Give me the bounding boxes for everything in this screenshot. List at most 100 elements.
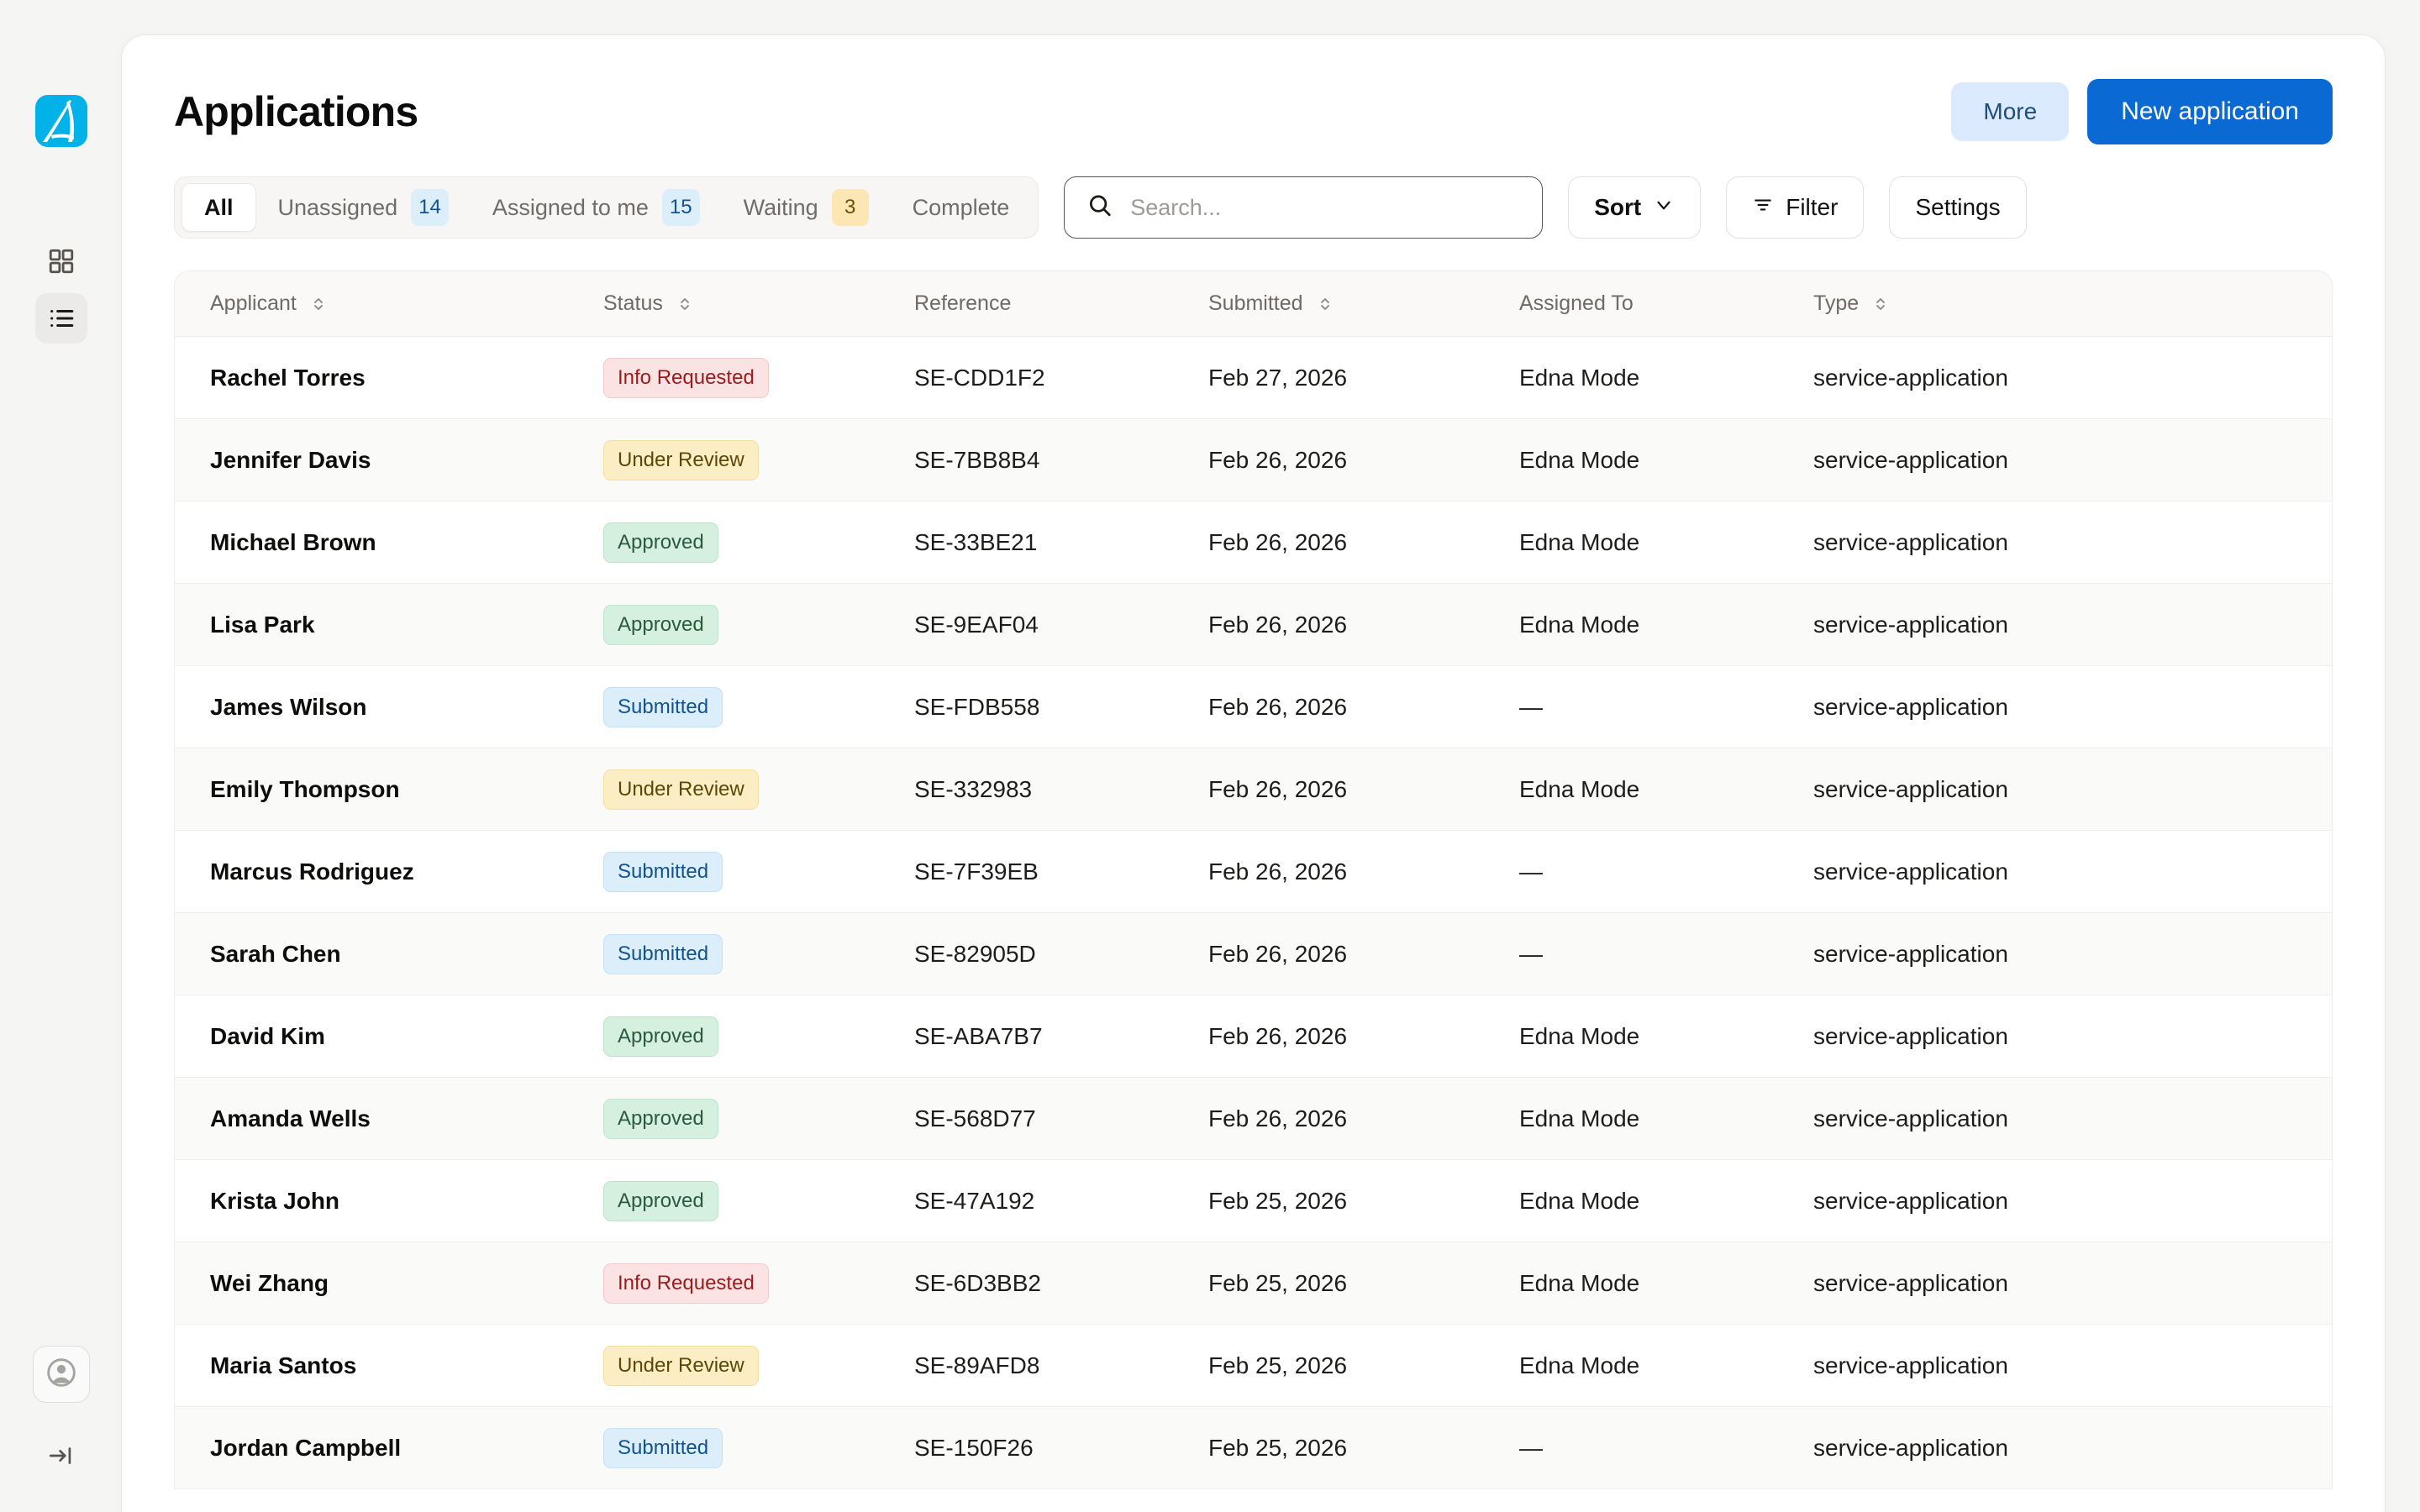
column-header-type[interactable]: Type [1813,291,2332,316]
cell-reference: SE-332983 [914,775,1033,802]
table-row[interactable]: James Wilson Submitted SE-FDB558 Feb 26, 20… [175,666,2332,748]
cell-status: Under Review [603,769,914,810]
filter-tabs: All Unassigned 14 Assigned to me 15 Waiting 3 C… [174,176,1039,239]
main-content-card: Applications More New application All Una… [122,35,2385,1512]
cell-reference: SE-7F39EB [914,858,1039,885]
cell-reference: SE-FDB558 [914,693,1040,720]
sidebar-item-dashboard[interactable] [35,236,87,286]
cell-reference: SE-568D77 [914,1105,1036,1131]
table-row[interactable]: Jordan Campbell Submitted SE-150F26 Feb 25,… [175,1407,2332,1489]
tab-unassigned[interactable]: Unassigned 14 [256,183,471,232]
sort-toggle-icon[interactable] [1315,294,1335,314]
cell-assigned-to: Edna Mode [1519,446,1640,473]
cell-applicant: Jennifer Davis [175,447,603,474]
tab-all[interactable]: All [182,183,256,232]
cell-type: service-application [1813,1434,2008,1461]
status-badge: Info Requested [603,1263,769,1304]
cell-type: service-application [1813,940,2008,967]
status-badge: Under Review [603,1345,759,1386]
collapse-sidebar-button[interactable] [35,1431,87,1483]
cell-submitted: Feb 26, 2026 [1208,858,1348,885]
cell-assigned-to: Edna Mode [1519,1269,1640,1296]
table-row[interactable]: Wei Zhang Info Requested SE-6D3BB2 Feb 25, … [175,1242,2332,1325]
column-header-assigned: Assigned To [1519,291,1813,316]
table-row[interactable]: Emily Thompson Under Review SE-332983 Feb 2… [175,748,2332,831]
table-row[interactable]: Rachel Torres Info Requested SE-CDD1F2 Feb … [175,337,2332,419]
cell-submitted: Feb 26, 2026 [1208,693,1348,720]
table-row[interactable]: Michael Brown Approved SE-33BE21 Feb 26, 20… [175,501,2332,584]
applicant-name: Michael Brown [210,528,376,555]
table-row[interactable]: Krista John Approved SE-47A192 Feb 25, 2026… [175,1160,2332,1242]
applicant-name: Maria Santos [210,1352,357,1378]
tab-label: Complete [912,194,1010,220]
cell-assigned-to: Edna Mode [1519,1187,1640,1214]
tab-label: All [204,194,234,220]
table-row[interactable]: Amanda Wells Approved SE-568D77 Feb 26, 202… [175,1078,2332,1160]
sort-toggle-icon[interactable] [1870,294,1891,314]
chevron-down-icon [1653,194,1675,222]
applicant-name: Jordan Campbell [210,1434,402,1461]
cell-submitted: Feb 26, 2026 [1208,528,1348,555]
cell-assigned-to: — [1519,693,1543,720]
cell-applicant: Amanda Wells [175,1105,603,1132]
sort-button[interactable]: Sort [1568,176,1702,239]
user-account-button[interactable] [32,1346,90,1403]
applicant-name: Wei Zhang [210,1269,329,1296]
cell-applicant: Jordan Campbell [175,1435,603,1462]
search-input[interactable] [1064,176,1544,239]
sort-toggle-icon[interactable] [308,294,329,314]
cell-assigned-to: — [1519,858,1543,885]
cell-submitted: Feb 25, 2026 [1208,1352,1348,1378]
status-badge: Submitted [603,1427,723,1468]
list-icon [47,304,76,333]
tab-assigned-to-me[interactable]: Assigned to me 15 [471,183,722,232]
status-badge: Approved [603,522,718,563]
cell-applicant: Marcus Rodriguez [175,858,603,885]
applicant-name: David Kim [210,1022,325,1049]
tab-label: Unassigned [277,194,398,220]
user-avatar-icon [45,1356,78,1394]
applications-table: Applicant Status Reference Submitted Assigne… [174,270,2333,1489]
table-row[interactable]: David Kim Approved SE-ABA7B7 Feb 26, 2026 Ed… [175,995,2332,1078]
sort-toggle-icon[interactable] [675,294,695,314]
table-row[interactable]: Marcus Rodriguez Submitted SE-7F39EB Feb 26… [175,831,2332,913]
tab-waiting[interactable]: Waiting 3 [722,183,891,232]
table-row[interactable]: Sarah Chen Submitted SE-82905D Feb 26, 2026… [175,913,2332,995]
status-badge: Under Review [603,769,759,810]
applicant-name: Jennifer Davis [210,446,371,473]
column-header-label: Status [603,291,663,315]
settings-button[interactable]: Settings [1889,176,2027,239]
table-body: Rachel Torres Info Requested SE-CDD1F2 Feb … [175,337,2332,1489]
cell-reference: SE-47A192 [914,1187,1035,1214]
new-application-button[interactable]: New application [2087,79,2333,144]
applicant-name: Krista John [210,1187,340,1214]
cell-submitted: Feb 25, 2026 [1208,1434,1348,1461]
cell-submitted: Feb 26, 2026 [1208,1105,1348,1131]
sidebar [0,0,122,1512]
column-header-reference: Reference [914,291,1208,316]
cell-submitted: Feb 25, 2026 [1208,1269,1348,1296]
status-badge: Approved [603,1098,718,1139]
table-row[interactable]: Maria Santos Under Review SE-89AFD8 Feb 25,… [175,1325,2332,1407]
tab-count-badge: 14 [411,189,449,226]
more-button[interactable]: More [1951,82,2070,141]
cell-status: Submitted [603,933,914,974]
cell-submitted: Feb 26, 2026 [1208,775,1348,802]
cell-reference: SE-150F26 [914,1434,1034,1461]
column-header-applicant[interactable]: Applicant [175,291,603,316]
cell-reference: SE-CDD1F2 [914,364,1045,391]
sidebar-item-applications[interactable] [34,293,87,344]
cell-type: service-application [1813,364,2008,391]
filter-button[interactable]: Filter [1726,176,1865,239]
tab-complete[interactable]: Complete [891,183,1032,232]
cell-status: Under Review [603,439,914,480]
column-header-submitted[interactable]: Submitted [1208,291,1519,316]
column-header-status[interactable]: Status [603,291,914,316]
cell-assigned-to: Edna Mode [1519,775,1640,802]
cell-status: Under Review [603,1345,914,1386]
table-row[interactable]: Lisa Park Approved SE-9EAF04 Feb 26, 2026 Ed… [175,584,2332,666]
apex-logo[interactable] [34,95,87,147]
table-row[interactable]: Jennifer Davis Under Review SE-7BB8B4 Feb 2… [175,419,2332,501]
cell-assigned-to: Edna Mode [1519,1352,1640,1378]
cell-type: service-application [1813,1022,2008,1049]
